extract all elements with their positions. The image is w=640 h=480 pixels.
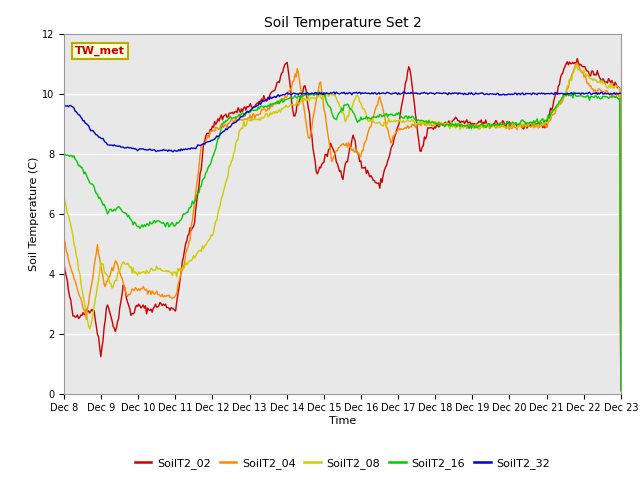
X-axis label: Time: Time — [329, 416, 356, 426]
SoilT2_08 — [617, 388, 625, 394]
Line: SoilT2_04: SoilT2_04 — [64, 63, 621, 391]
SoilT2_08 — [516, 123, 524, 129]
SoilT2_08 — [362, 109, 369, 115]
SoilT2_04 — [605, 91, 612, 96]
SoilT2_32 — [329, 90, 337, 96]
SoilT2_02 — [617, 388, 625, 394]
Line: SoilT2_32: SoilT2_32 — [64, 92, 621, 152]
SoilT2_02 — [362, 164, 369, 170]
SoilT2_32 — [606, 92, 614, 97]
Title: Soil Temperature Set 2: Soil Temperature Set 2 — [264, 16, 421, 30]
Y-axis label: Soil Temperature (C): Soil Temperature (C) — [29, 156, 39, 271]
SoilT2_02 — [324, 147, 332, 153]
SoilT2_08 — [572, 63, 580, 69]
SoilT2_16 — [362, 113, 370, 119]
SoilT2_04 — [617, 388, 625, 394]
SoilT2_16 — [393, 110, 401, 116]
SoilT2_16 — [605, 96, 612, 101]
SoilT2_32 — [519, 90, 527, 96]
Line: SoilT2_08: SoilT2_08 — [64, 66, 621, 391]
SoilT2_04 — [392, 130, 399, 136]
SoilT2_02 — [328, 144, 335, 149]
Line: SoilT2_16: SoilT2_16 — [64, 92, 621, 391]
SoilT2_04 — [328, 158, 335, 164]
SoilT2_32 — [401, 89, 408, 95]
SoilT2_32 — [393, 90, 401, 96]
SoilT2_32 — [60, 103, 68, 109]
SoilT2_02 — [392, 132, 399, 138]
SoilT2_16 — [518, 118, 525, 123]
SoilT2_16 — [329, 113, 337, 119]
SoilT2_16 — [617, 388, 625, 394]
SoilT2_32 — [617, 91, 625, 96]
Legend: SoilT2_02, SoilT2_04, SoilT2_08, SoilT2_16, SoilT2_32: SoilT2_02, SoilT2_04, SoilT2_08, SoilT2_… — [131, 453, 554, 473]
SoilT2_02 — [605, 76, 612, 82]
SoilT2_04 — [324, 135, 332, 141]
SoilT2_08 — [324, 94, 332, 99]
SoilT2_02 — [60, 261, 68, 266]
Text: TW_met: TW_met — [75, 46, 125, 57]
SoilT2_02 — [573, 56, 581, 61]
SoilT2_08 — [328, 92, 335, 98]
SoilT2_08 — [392, 119, 399, 125]
SoilT2_16 — [326, 104, 333, 109]
SoilT2_32 — [326, 91, 333, 96]
SoilT2_32 — [362, 91, 370, 96]
SoilT2_16 — [316, 89, 323, 95]
SoilT2_04 — [516, 121, 524, 127]
SoilT2_02 — [516, 122, 524, 128]
SoilT2_16 — [60, 150, 68, 156]
Line: SoilT2_02: SoilT2_02 — [64, 59, 621, 391]
SoilT2_08 — [605, 85, 612, 91]
SoilT2_04 — [60, 236, 68, 242]
SoilT2_04 — [572, 60, 580, 66]
SoilT2_04 — [362, 139, 369, 144]
SoilT2_08 — [60, 193, 68, 199]
SoilT2_32 — [170, 149, 177, 155]
